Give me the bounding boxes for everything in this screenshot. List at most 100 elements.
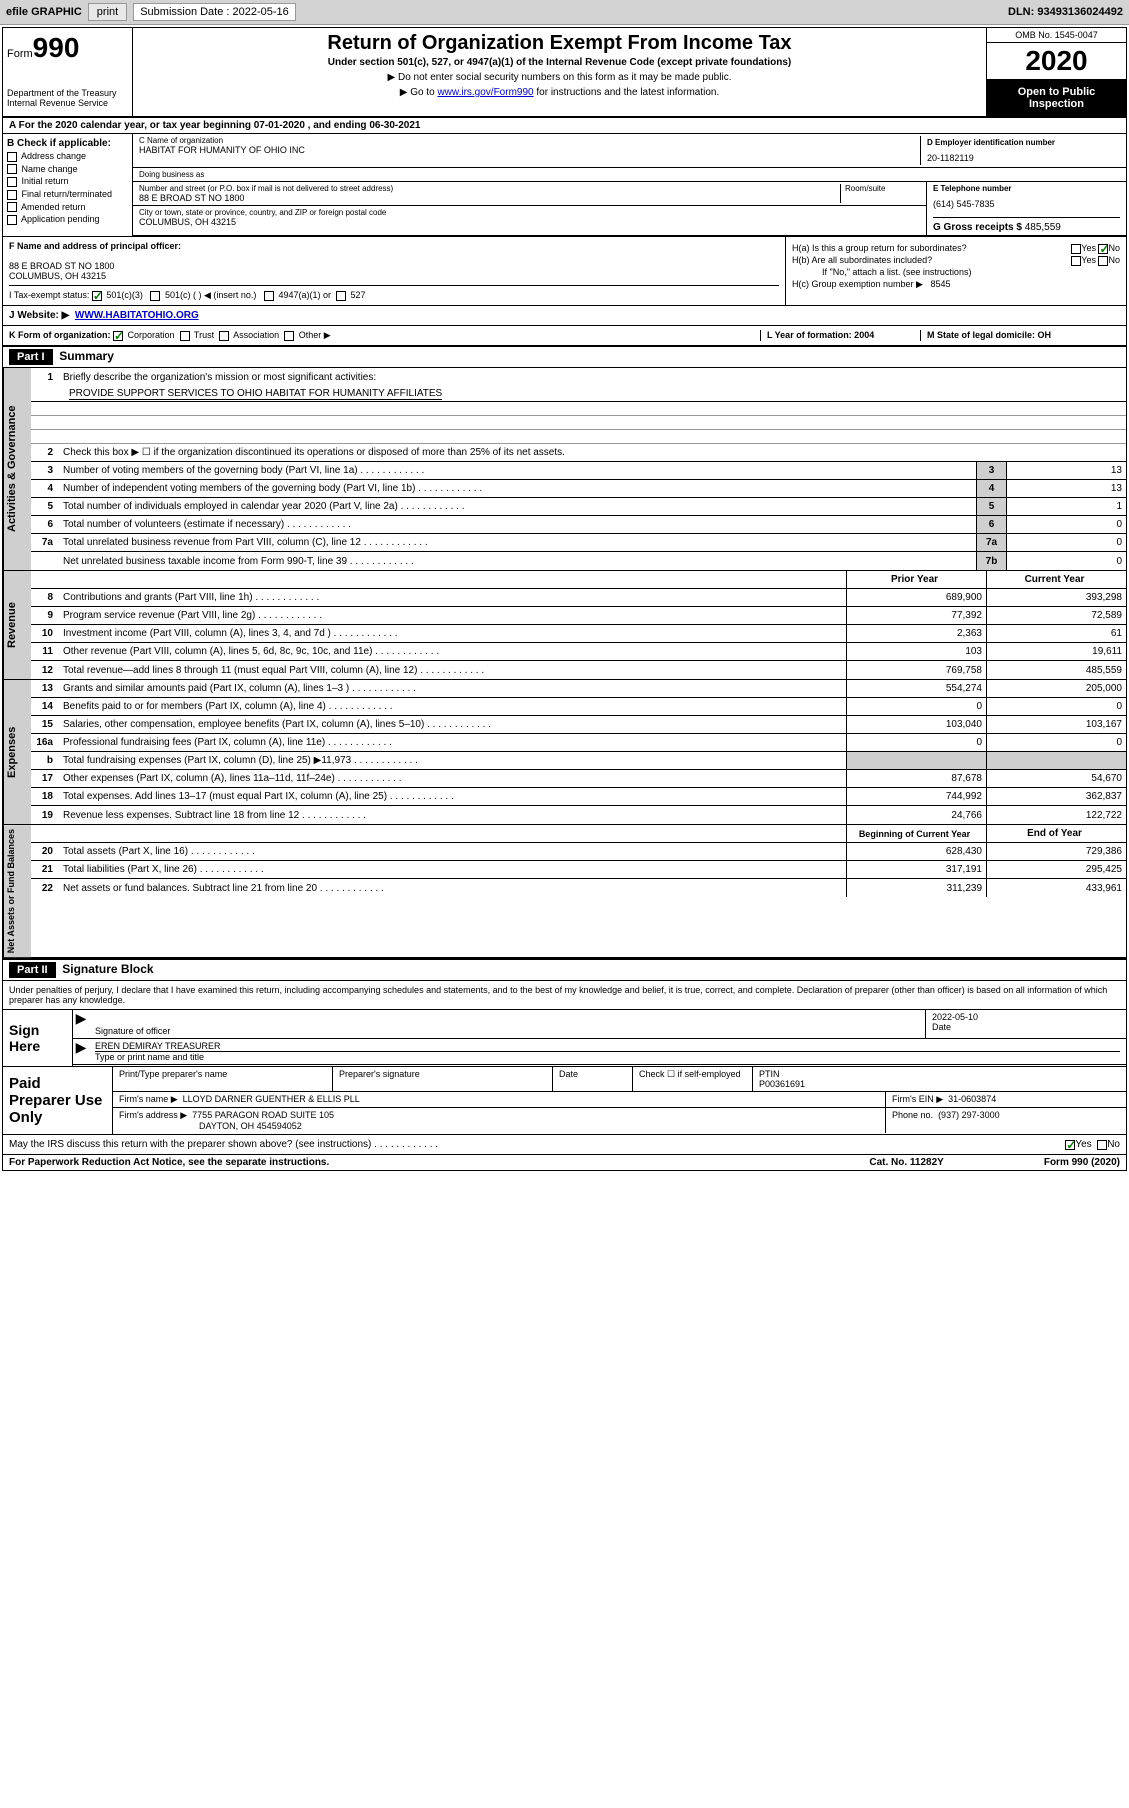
irs-link[interactable]: www.irs.gov/Form990 (437, 87, 533, 98)
501c3-checkbox[interactable] (92, 291, 102, 301)
l6-text: Total number of volunteers (estimate if … (59, 517, 976, 532)
blank3 (31, 430, 1126, 444)
ha-no[interactable] (1098, 244, 1108, 254)
grey-cell (986, 752, 1126, 769)
i-label: I Tax-exempt status: (9, 290, 89, 300)
prep-date-label: Date (553, 1067, 633, 1091)
table-row: 9Program service revenue (Part VIII, lin… (31, 607, 1126, 625)
prior-val: 317,191 (846, 861, 986, 878)
prior-val: 87,678 (846, 770, 986, 787)
fh-row: F Name and address of principal officer:… (3, 237, 1126, 306)
part2-badge: Part II (9, 962, 56, 978)
curr-val: 61 (986, 625, 1126, 642)
l3-text: Number of voting members of the governin… (59, 463, 976, 478)
table-row: 11Other revenue (Part VIII, column (A), … (31, 643, 1126, 661)
expenses-content: 13Grants and similar amounts paid (Part … (31, 680, 1126, 824)
row-text: Total expenses. Add lines 13–17 (must eq… (59, 789, 846, 804)
curr-val: 393,298 (986, 589, 1126, 606)
curr-val: 729,386 (986, 843, 1126, 860)
curr-val: 54,670 (986, 770, 1126, 787)
opt-501c: 501(c) ( ) ◀ (insert no.) (165, 290, 256, 300)
name-block: C Name of organization HABITAT FOR HUMAN… (133, 134, 1126, 168)
hb-note: If "No," attach a list. (see instruction… (792, 267, 1120, 277)
prior-val: 689,900 (846, 589, 986, 606)
print-button[interactable]: print (88, 3, 127, 21)
form-word: Form (7, 48, 33, 60)
b-checkbox[interactable] (7, 215, 17, 225)
527-checkbox[interactable] (336, 291, 346, 301)
form-title: Return of Organization Exempt From Incom… (137, 32, 982, 55)
footer: For Paperwork Reduction Act Notice, see … (3, 1154, 1126, 1170)
b-checkbox[interactable] (7, 177, 17, 187)
tax-year: 2020 (987, 43, 1126, 80)
table-row: 20Total assets (Part X, line 16)628,4307… (31, 843, 1126, 861)
col-c-g: C Name of organization HABITAT FOR HUMAN… (133, 134, 1126, 236)
section-b-row: B Check if applicable: Address change Na… (3, 134, 1126, 237)
sig-arrow1: ▶ (73, 1010, 89, 1038)
gross-label: G Gross receipts $ (933, 222, 1022, 233)
l3-val: 13 (1006, 462, 1126, 479)
form-header: Form990 Department of the Treasury Inter… (3, 28, 1126, 118)
org-name: HABITAT FOR HUMANITY OF OHIO INC (139, 145, 920, 155)
discuss-no[interactable] (1097, 1140, 1107, 1150)
addr-left: Number and street (or P.O. box if mail i… (133, 182, 926, 235)
prior-val: 103 (846, 643, 986, 660)
dept-treasury: Department of the Treasury Internal Reve… (7, 88, 128, 108)
netassets-label: Net Assets or Fund Balances (3, 825, 31, 957)
other-checkbox[interactable] (284, 331, 294, 341)
corp-checkbox[interactable] (113, 331, 123, 341)
mission-text: PROVIDE SUPPORT SERVICES TO OHIO HABITAT… (69, 388, 442, 400)
addr-city: City or town, state or province, country… (133, 206, 926, 229)
blank2 (31, 416, 1126, 430)
curr-val: 295,425 (986, 861, 1126, 878)
row-text: Other revenue (Part VIII, column (A), li… (59, 644, 846, 659)
website-link[interactable]: WWW.HABITATOHIO.ORG (75, 310, 199, 321)
row-text: Benefits paid to or for members (Part IX… (59, 699, 846, 714)
l4-val: 13 (1006, 480, 1126, 497)
firm-addr1: 7755 PARAGON ROAD SUITE 105 (192, 1110, 334, 1120)
prior-val: 769,758 (846, 661, 986, 679)
b-checkbox[interactable] (7, 152, 17, 162)
ptin-label: PTIN (759, 1069, 1120, 1079)
omb-number: OMB No. 1545-0047 (987, 28, 1126, 43)
trust-checkbox[interactable] (180, 331, 190, 341)
prior-val: 554,274 (846, 680, 986, 697)
row-text: Investment income (Part VIII, column (A)… (59, 626, 846, 641)
street-label: Number and street (or P.O. box if mail i… (139, 184, 840, 193)
b-checkbox[interactable] (7, 202, 17, 212)
curr-val: 485,559 (986, 661, 1126, 679)
firm-phone: (937) 297-3000 (938, 1110, 1000, 1120)
table-row: 14Benefits paid to or for members (Part … (31, 698, 1126, 716)
gross-block: G Gross receipts $ 485,559 (933, 217, 1120, 233)
phone-block: E Telephone number (614) 545-7835 G Gros… (926, 182, 1126, 235)
assoc-checkbox[interactable] (219, 331, 229, 341)
row-text: Total assets (Part X, line 16) (59, 844, 846, 859)
table-row: 13Grants and similar amounts paid (Part … (31, 680, 1126, 698)
b-checkbox[interactable] (7, 190, 17, 200)
curr-val: 103,167 (986, 716, 1126, 733)
discuss-yes[interactable] (1065, 1140, 1075, 1150)
j-row: J Website: ▶ WWW.HABITATOHIO.ORG (3, 306, 1126, 326)
hc-line: H(c) Group exemption number ▶ 8545 (792, 279, 1120, 290)
b-checkbox[interactable] (7, 164, 17, 174)
curr-val: 72,589 (986, 607, 1126, 624)
part2-header: Part II Signature Block (3, 958, 1126, 981)
header-note2: ▶ Go to www.irs.gov/Form990 for instruct… (137, 87, 982, 98)
opt-4947: 4947(a)(1) or (278, 290, 331, 300)
firm-phone-label: Phone no. (892, 1110, 933, 1120)
hb-yes[interactable] (1071, 256, 1081, 266)
prior-val: 744,992 (846, 788, 986, 805)
dba-block: Doing business as (133, 168, 1126, 182)
501c-checkbox[interactable] (150, 291, 160, 301)
table-row: 15Salaries, other compensation, employee… (31, 716, 1126, 734)
dba-label: Doing business as (139, 170, 1120, 179)
end-year-hdr: End of Year (986, 825, 1126, 842)
prior-val: 311,239 (846, 879, 986, 897)
l7b-text: Net unrelated business taxable income fr… (59, 554, 976, 569)
ha-text: H(a) Is this a group return for subordin… (792, 243, 967, 253)
hb-no[interactable] (1098, 256, 1108, 266)
ha-yes[interactable] (1071, 244, 1081, 254)
4947-checkbox[interactable] (264, 291, 274, 301)
row-text: Total revenue—add lines 8 through 11 (mu… (59, 663, 846, 678)
h-col: H(a) Is this a group return for subordin… (786, 237, 1126, 305)
